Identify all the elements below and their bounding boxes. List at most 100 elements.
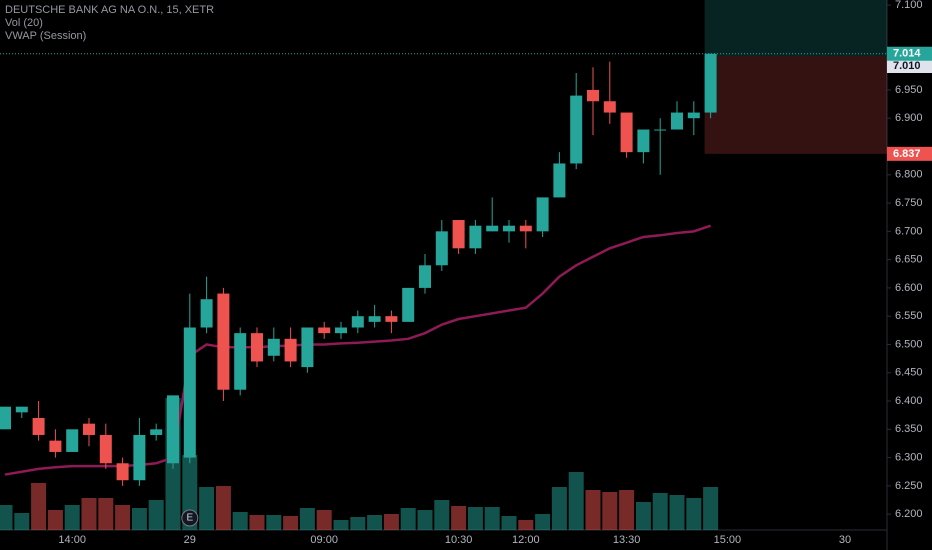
candle-body — [368, 316, 381, 322]
y-tick-label: 6.650 — [895, 254, 923, 266]
volume-bar — [686, 498, 702, 530]
candle-body — [251, 333, 263, 362]
volume-bar — [131, 508, 147, 530]
candle-body — [32, 418, 45, 435]
candle-body — [435, 231, 448, 266]
candle-body — [351, 316, 364, 328]
candle-body — [301, 327, 314, 368]
candle-body — [66, 429, 79, 452]
volume-bar — [299, 508, 315, 530]
candle-body — [49, 440, 62, 452]
candle-body — [553, 163, 566, 198]
candle-body — [150, 429, 163, 435]
candle-body — [267, 338, 280, 356]
x-tick-label: 14:00 — [58, 534, 86, 546]
candle-body — [167, 395, 179, 464]
volume-bar — [31, 483, 47, 530]
volume-bar — [367, 515, 383, 530]
candle-body — [116, 463, 129, 481]
candle-body — [671, 112, 683, 130]
x-tick-label: 13:30 — [613, 534, 641, 546]
volume-bar — [400, 508, 416, 530]
candle-body — [385, 316, 398, 322]
candle-body — [200, 299, 213, 328]
volume-bar — [434, 500, 450, 530]
volume-bar — [467, 507, 483, 530]
volume-bar — [283, 516, 299, 530]
volume-bar — [602, 492, 618, 530]
y-tick-label: 6.800 — [895, 169, 923, 181]
volume-bar — [484, 507, 500, 530]
volume-bar — [98, 498, 114, 530]
volume-bar — [417, 510, 433, 530]
volume-bar — [350, 517, 366, 530]
volume-bar — [249, 515, 265, 530]
y-tick-label: 6.400 — [895, 395, 923, 407]
y-tick-label: 6.200 — [895, 508, 923, 520]
volume-bar — [316, 510, 332, 530]
volume-bar — [703, 487, 719, 530]
candle-body — [469, 225, 482, 249]
chart-title: DEUTSCHE BANK AG NA O.N., 15, XETR — [5, 4, 214, 16]
y-tick-label: 6.600 — [895, 282, 923, 294]
stop-price-label: 6.837 — [893, 148, 921, 160]
x-tick-label: 12:00 — [512, 534, 540, 546]
candle-body — [704, 53, 717, 113]
volume-bar — [266, 515, 282, 530]
candle-body — [183, 327, 196, 458]
volume-bar — [64, 505, 80, 530]
last-price-label: 7.014 — [893, 48, 921, 60]
candle-body — [637, 129, 650, 153]
volume-bar — [535, 514, 551, 530]
candle-body — [419, 265, 431, 288]
volume-bar — [383, 514, 399, 530]
candle-body — [217, 293, 230, 390]
y-tick-label: 6.750 — [895, 197, 923, 209]
y-tick-label: 6.700 — [895, 225, 923, 237]
candle-body — [519, 225, 532, 232]
volume-bar — [518, 520, 534, 530]
volume-bar — [568, 472, 584, 530]
candle-body — [620, 112, 633, 153]
indicator-label: VWAP (Session) — [5, 30, 86, 42]
candle-body — [587, 89, 599, 102]
volume-bar — [501, 516, 517, 530]
volume-bar — [585, 490, 601, 530]
y-tick-label: 6.250 — [895, 480, 923, 492]
candle-body — [0, 406, 11, 430]
candle-body — [402, 287, 415, 322]
volume-bar — [333, 520, 349, 530]
candle-body — [603, 101, 616, 113]
candle-body — [335, 327, 347, 334]
candle-body — [318, 327, 331, 334]
last-price-label-bg — [887, 46, 932, 61]
event-marker-label: E — [186, 513, 193, 524]
candle-body — [654, 129, 667, 131]
candle-body — [133, 434, 146, 481]
y-tick-label: 6.550 — [895, 310, 923, 322]
entry-price-label: 7.010 — [893, 60, 921, 72]
candle-body — [83, 423, 95, 435]
candle-body — [486, 225, 499, 232]
volume-bar — [451, 506, 467, 530]
x-tick-label: 30 — [839, 534, 851, 546]
stop-price-label-bg — [887, 146, 932, 161]
y-tick-label: 6.300 — [895, 452, 923, 464]
y-tick-label: 6.500 — [895, 338, 923, 350]
event-marker — [181, 509, 199, 527]
candle-body — [536, 197, 549, 232]
volume-bar — [215, 486, 231, 530]
entry-price-label-bg — [887, 58, 932, 73]
candle-body — [99, 434, 112, 464]
candle-body — [687, 112, 700, 119]
y-tick-label: 6.450 — [895, 367, 923, 379]
volume-bar — [652, 493, 668, 530]
x-tick-label: 15:00 — [714, 534, 742, 546]
legend: DEUTSCHE BANK AG NA O.N., 15, XETR Vol (… — [5, 4, 214, 42]
volume-bar — [148, 500, 164, 530]
candle-body — [570, 95, 583, 164]
y-tick-label: 6.950 — [895, 84, 923, 96]
volume-bar — [199, 487, 215, 530]
